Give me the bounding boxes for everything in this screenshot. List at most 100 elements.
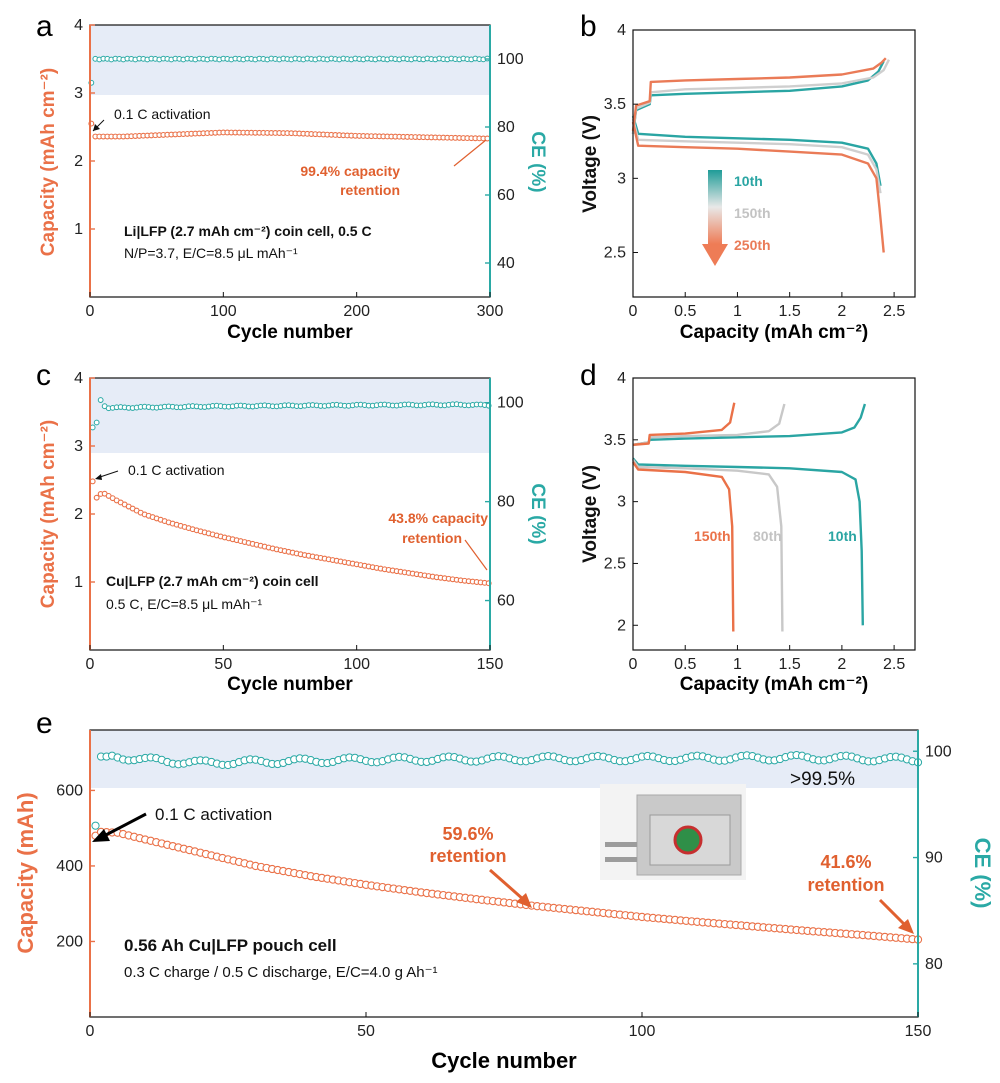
y-tick-label: 3 (617, 494, 626, 511)
y-tick-label: 2 (617, 617, 626, 634)
x-tick-label: 0 (86, 303, 95, 320)
x-tick-label: 1 (733, 303, 742, 320)
curve-150th-discharge (632, 461, 735, 632)
x-axis-title: Capacity (mAh cm⁻²) (680, 322, 868, 343)
left-tick-label: 200 (56, 933, 83, 950)
right-tick-label: 100 (497, 395, 524, 412)
left-tick-label: 4 (74, 17, 83, 34)
activation-arrow-head (93, 124, 100, 131)
cell-conditions: 0.3 C charge / 0.5 C discharge, E/C=4.0 … (124, 964, 438, 981)
panel-e-ticks: 0 50 100 150 200 400 600 80 90 100 (56, 743, 952, 1040)
capacity-point (93, 494, 100, 501)
panel-d-marks (632, 402, 867, 632)
legend-250th: 250th (734, 237, 771, 253)
x-axis-title: Cycle number (227, 322, 353, 343)
curve-250th-charge (631, 57, 887, 132)
x-tick-label: 100 (343, 656, 370, 673)
x-axis-title: Cycle number (431, 1048, 577, 1073)
retention-mid-arrow-head (516, 893, 532, 908)
ce-point (97, 397, 104, 403)
left-axis-title: Capacity (mAh cm⁻²) (38, 420, 59, 608)
panel-c-ticks: 0 50 100 150 1 2 3 4 60 80 100 (74, 370, 524, 673)
activation-label: 0.1 C activation (114, 106, 211, 122)
x-tick-label: 50 (214, 656, 232, 673)
left-axis-title: Capacity (mAh) (13, 792, 38, 953)
x-tick-label: 100 (629, 1023, 656, 1040)
y-axis-title: Voltage (V) (580, 115, 601, 213)
right-tick-label: 40 (497, 255, 515, 272)
x-tick-label: 2 (837, 303, 846, 320)
x-tick-label: 0 (629, 303, 638, 320)
x-tick-label: 150 (905, 1023, 932, 1040)
left-tick-label: 1 (74, 221, 83, 238)
activation-label: 0.1 C activation (128, 462, 225, 478)
legend-10th: 10th (734, 173, 763, 189)
right-tick-label: 90 (925, 850, 943, 867)
right-tick-label: 80 (497, 119, 515, 136)
retention-label-line1: 43.8% capacity (388, 510, 488, 526)
y-tick-label: 4 (617, 370, 626, 387)
tab-upper (605, 842, 637, 847)
ce-point (93, 419, 100, 426)
activation-arrow-head (92, 829, 110, 842)
x-tick-label: 0 (629, 656, 638, 673)
legend-150th: 150th (734, 205, 771, 221)
panel-a-ticks: 0 100 200 300 1 2 3 4 40 60 80 100 (74, 17, 524, 320)
x-tick-label: 300 (477, 303, 504, 320)
y-axis-title: Voltage (V) (580, 465, 601, 563)
right-tick-label: 100 (925, 743, 952, 760)
ce-point (91, 821, 100, 830)
left-tick-label: 400 (56, 858, 83, 875)
x-tick-label: 2.5 (883, 303, 905, 320)
cell-conditions: 0.5 C, E/C=8.5 μL mAh⁻¹ (106, 596, 263, 612)
panel-b-frame (632, 29, 916, 298)
left-tick-label: 2 (74, 153, 83, 170)
activation-arrow-head (95, 474, 102, 480)
cell-label: Cu|LFP (2.7 mAh cm⁻²) coin cell (106, 573, 319, 589)
panel-c-letter: c (36, 359, 51, 392)
panel-c-marks (89, 397, 492, 587)
left-tick-label: 600 (56, 782, 83, 799)
retention-label-line2: retention (402, 530, 462, 546)
panel-b: b 0 0.5 1 1.5 2 2.5 2.5 3 3.5 4 Capacity (mAh cm⁻… (580, 10, 916, 343)
retention-end-line1: 41.6% (820, 852, 871, 872)
panel-e-marks (91, 750, 923, 944)
panel-b-ticks: 0 0.5 1 1.5 2 2.5 2.5 3 3.5 4 (604, 22, 906, 320)
legend-80th: 80th (753, 528, 782, 544)
curve-150th-charge (631, 59, 890, 134)
panel-a-letter: a (36, 10, 53, 43)
x-tick-label: 0.5 (674, 303, 696, 320)
retention-end-arrow-head (898, 919, 914, 934)
y-tick-label: 2.5 (604, 555, 626, 572)
panel-b-marks (631, 57, 890, 253)
right-tick-label: 60 (497, 187, 515, 204)
right-tick-label: 80 (497, 494, 515, 511)
y-tick-label: 2.5 (604, 245, 626, 262)
logo-emblem (673, 825, 703, 855)
x-axis-title: Capacity (mAh cm⁻²) (680, 674, 868, 695)
panel-b-letter: b (580, 10, 597, 43)
curve-150th-charge (632, 402, 736, 446)
cell-conditions: N/P=3.7, E/C=8.5 μL mAh⁻¹ (124, 245, 298, 261)
left-tick-label: 3 (74, 438, 83, 455)
activation-arrow (99, 812, 147, 840)
right-axis-title: CE (%) (527, 131, 548, 192)
left-tick-label: 2 (74, 506, 83, 523)
x-tick-label: 2.5 (883, 656, 905, 673)
retention-arrow (464, 539, 488, 571)
retention-label-line2: retention (340, 182, 400, 198)
x-tick-label: 200 (343, 303, 370, 320)
ce-note: >99.5% (790, 769, 855, 790)
panel-d-letter: d (580, 359, 597, 392)
panel-d-frame (632, 377, 916, 651)
x-tick-label: 150 (477, 656, 504, 673)
retention-mid-line2: retention (429, 846, 506, 866)
panel-a: a 0 100 200 300 1 2 3 4 40 60 80 100 Cycle number C… (36, 10, 548, 343)
panel-e-letter: e (36, 707, 53, 740)
left-tick-label: 1 (74, 574, 83, 591)
x-tick-label: 0.5 (674, 656, 696, 673)
curve-10th-charge (632, 403, 867, 446)
x-tick-label: 50 (357, 1023, 375, 1040)
right-tick-label: 60 (497, 593, 515, 610)
